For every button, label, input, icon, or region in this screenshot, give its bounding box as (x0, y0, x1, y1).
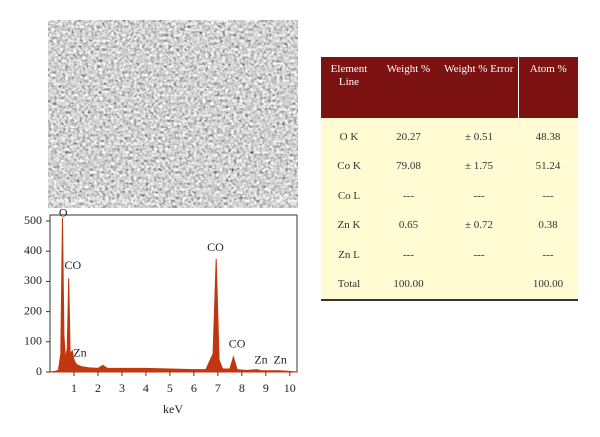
table-cell: 20.27 (377, 118, 440, 152)
x-tick-label: 7 (215, 381, 221, 395)
x-tick-label: 9 (263, 381, 269, 395)
table-cell: ± 0.51 (440, 118, 518, 152)
table-row: O K 20.27 ± 0.51 48.38 (321, 118, 578, 152)
table-cell: --- (440, 181, 518, 211)
y-tick-label: 200 (24, 303, 42, 317)
table-body: O K 20.27 ± 0.51 48.38 Co K 79.08 ± 1.75 51.24 C… (321, 118, 578, 300)
table-cell (440, 269, 518, 300)
header-cell: Weight % (377, 57, 440, 118)
header-cell: Weight % Error (440, 57, 519, 118)
table-cell: 0.65 (377, 210, 440, 240)
eds-table: Element Line Weight % Weight % Error Atom %… (321, 57, 578, 301)
header-cell: Element Line (321, 57, 377, 118)
table-cell: 0.38 (518, 210, 578, 240)
table-cell: 100.00 (518, 269, 578, 300)
table-row: Total 100.00 100.00 (321, 269, 578, 300)
table-cell: Co K (321, 151, 377, 181)
table-cell: --- (518, 240, 578, 270)
table-cell: 100.00 (377, 269, 440, 300)
table-cell: Total (321, 269, 377, 300)
y-tick-label: 0 (36, 364, 42, 378)
x-axis-label: keV (163, 402, 183, 416)
x-tick-label: 4 (143, 381, 149, 395)
sem-scale: 5.00um (274, 200, 294, 206)
x-tick-label: 2 (95, 381, 101, 395)
table-cell: O K (321, 118, 377, 152)
table-cell: Co L (321, 181, 377, 211)
table-cell: 51.24 (518, 151, 578, 181)
y-tick-label: 300 (24, 273, 42, 287)
x-tick-label: 5 (167, 381, 173, 395)
table-cell: --- (440, 240, 518, 270)
peak-label: CO (207, 240, 224, 254)
y-tick-label: 100 (24, 334, 42, 348)
x-tick-label: 1 (71, 381, 77, 395)
x-tick-label: 10 (284, 381, 296, 395)
header-row: Element Line Weight % Weight % Error Atom % (321, 57, 578, 118)
table-cell: Zn L (321, 240, 377, 270)
peak-label: CO (64, 258, 81, 272)
spectrum-area (49, 218, 298, 373)
x-tick-label: 8 (239, 381, 245, 395)
table-cell: --- (518, 181, 578, 211)
table-cell: 79.08 (377, 151, 440, 181)
x-tick-label: 3 (119, 381, 125, 395)
sem-image: S3400 5.00kV 5.9mm x6.00k SE 5.00um (48, 20, 298, 208)
y-tick-label: 400 (24, 243, 42, 257)
peak-label: Zn (274, 352, 287, 366)
table-row: Zn K 0.65 ± 0.72 0.38 (321, 210, 578, 240)
header-cell: Atom % (518, 57, 578, 118)
table-row: Co K 79.08 ± 1.75 51.24 (321, 151, 578, 181)
sem-caption: S3400 5.00kV 5.9mm x6.00k SE (52, 200, 139, 206)
table-cell: ± 0.72 (440, 210, 518, 240)
table-cell: --- (377, 240, 440, 270)
peak-label: CO (229, 337, 246, 351)
peak-label: Zn (73, 346, 86, 360)
peak-label: O (59, 205, 68, 219)
table-row: Zn L --- --- --- (321, 240, 578, 270)
x-tick-label: 6 (191, 381, 197, 395)
table-cell: 48.38 (518, 118, 578, 152)
table-row: Co L --- --- --- (321, 181, 578, 211)
table-cell: --- (377, 181, 440, 211)
peak-label: Zn (254, 352, 267, 366)
table-cell: Zn K (321, 210, 377, 240)
table-cell: ± 1.75 (440, 151, 518, 181)
y-tick-label: 500 (24, 213, 42, 227)
plot-frame (49, 214, 298, 373)
sem-texture (48, 20, 298, 208)
